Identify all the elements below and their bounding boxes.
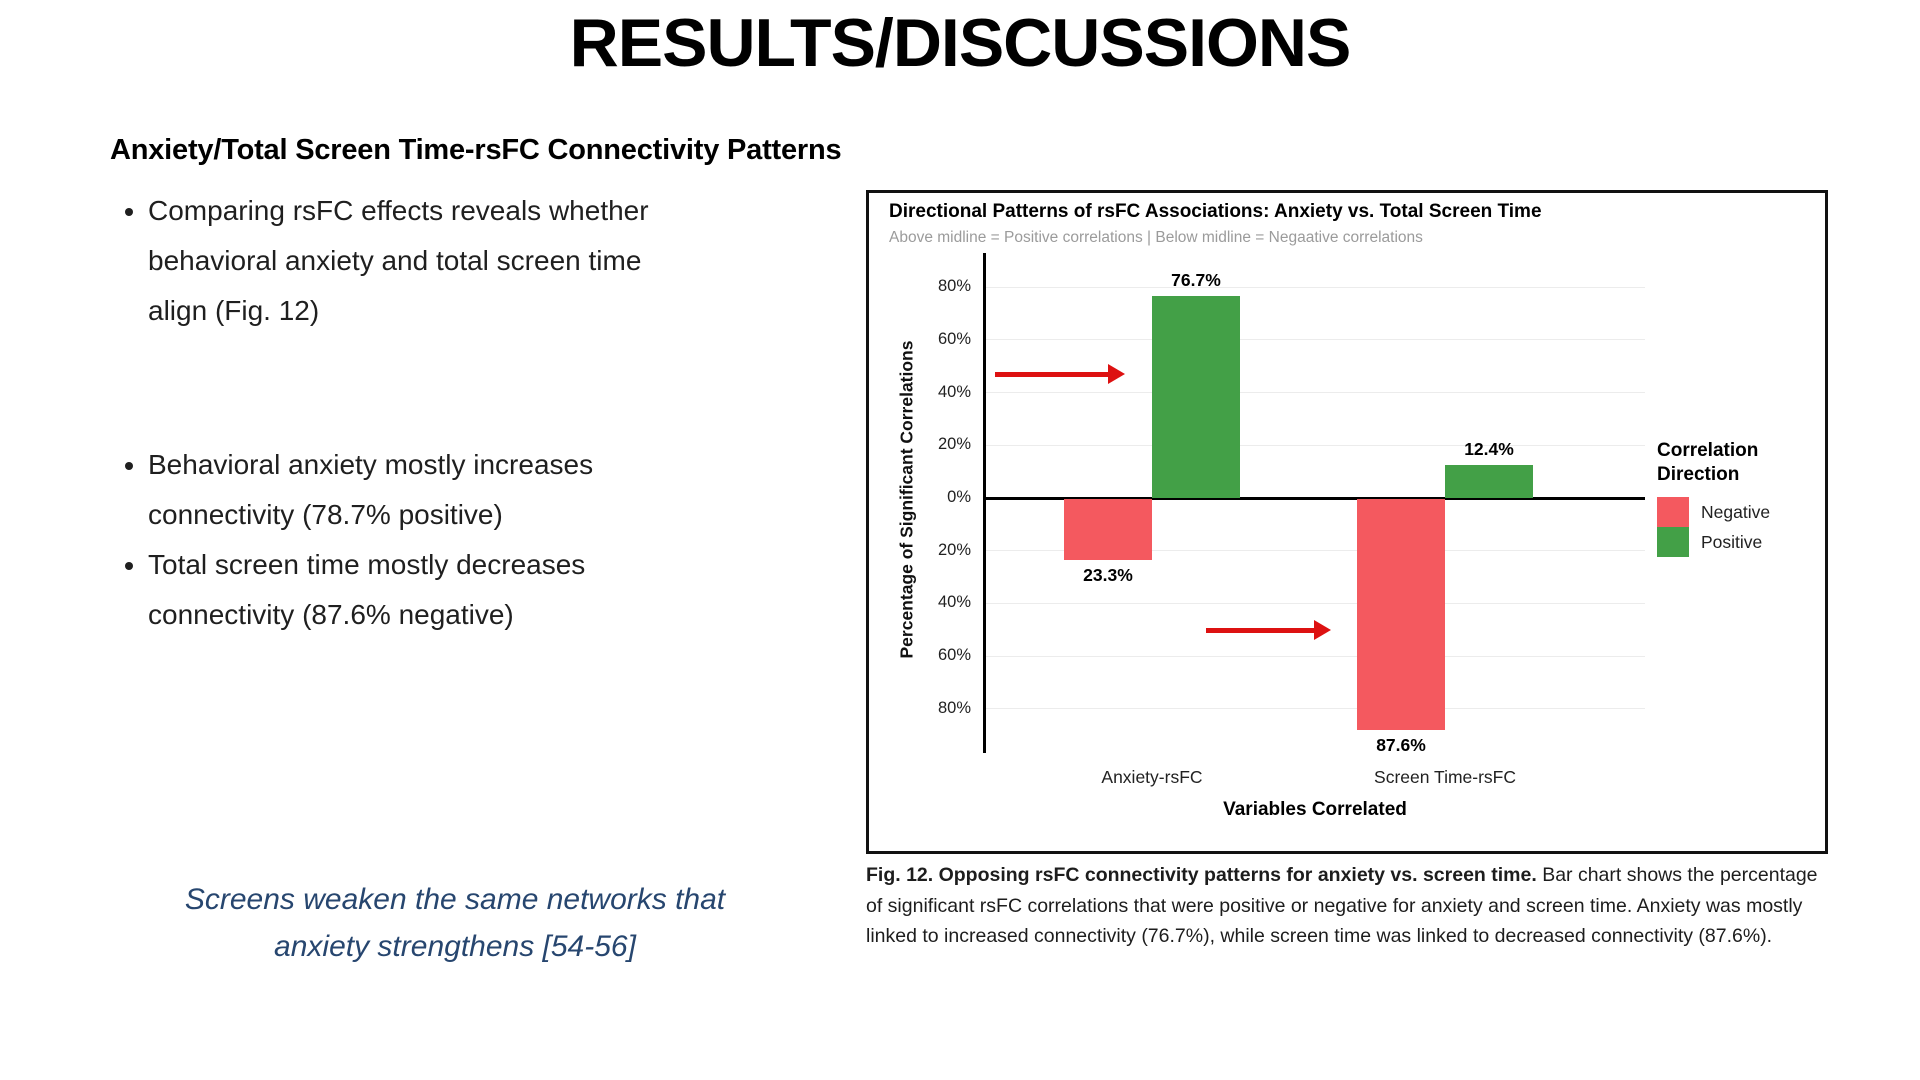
y-tick-80: 80% <box>937 277 971 296</box>
gridline-80 <box>985 708 1645 710</box>
y-tick-neg-80: 80% <box>937 698 971 717</box>
legend-label: Negative <box>1701 501 1771 522</box>
gridline-20 <box>985 444 1645 446</box>
bar-positive-screen-time-rsfc <box>1445 465 1534 498</box>
legend-label: Positive <box>1701 531 1763 552</box>
section-heading: Anxiety/Total Screen Time-rsFC Connectiv… <box>110 134 842 166</box>
y-tick-neg-20: 20% <box>937 540 971 559</box>
zero-midline <box>985 496 1645 500</box>
legend-swatch-negative <box>1657 497 1689 527</box>
legend-swatch-positive <box>1657 527 1689 557</box>
bar-label-positive-anxiety-rsfc: 76.7% <box>1171 269 1221 290</box>
figure-caption: Fig. 12. Opposing rsFC connectivity patt… <box>866 860 1838 952</box>
bullet-item-screen-time: Total screen time mostly decreases conne… <box>148 540 693 640</box>
chart-title: Directional Patterns of rsFC Association… <box>889 201 1542 222</box>
bar-negative-screen-time-rsfc <box>1357 499 1446 730</box>
bar-negative-anxiety-rsfc <box>1063 499 1152 561</box>
legend-title: Correlation Direction <box>1657 440 1759 485</box>
annotation-arrow-1 <box>994 364 1125 385</box>
y-tick-40: 40% <box>937 382 971 401</box>
x-category-anxiety-rsfc: Anxiety-rsFC <box>1101 767 1203 787</box>
arrow-head-icon <box>1314 619 1332 640</box>
slide-title: RESULTS/DISCUSSIONS <box>569 5 1352 81</box>
bar-label-positive-screen-time-rsfc: 12.4% <box>1464 439 1514 460</box>
bar-positive-anxiety-rsfc <box>1151 295 1240 498</box>
gridline-80 <box>985 286 1645 288</box>
y-tick-neg-60: 60% <box>937 646 971 665</box>
arrow-shaft <box>1206 627 1317 633</box>
arrow-head-icon <box>1107 364 1125 385</box>
legend-item-negative: Negative <box>1657 497 1817 527</box>
bullet-item-anxiety: Behavioral anxiety mostly increases conn… <box>148 440 693 540</box>
y-tick-0: 0% <box>947 488 971 506</box>
gridline-60 <box>985 339 1645 341</box>
y-tick-neg-40: 40% <box>937 593 971 612</box>
bullet-list: Comparing rsFC effects reveals whether b… <box>112 186 693 640</box>
plot-area: 80% 60% 40% 20% 0% 20% 40% 60% 80% 23.3% 76.7% Anxi… <box>938 253 1645 787</box>
chart-subtitle: Above midline = Positive correlations | … <box>889 229 1423 246</box>
gridline-20 <box>985 550 1645 552</box>
quote-text: Screens weaken the same networks that an… <box>184 883 726 963</box>
figure-panel: Directional Patterns of rsFC Association… <box>866 190 1828 854</box>
gridline-40 <box>985 392 1645 394</box>
x-category-screen-time-rsfc: Screen Time-rsFC <box>1374 767 1516 787</box>
gridline-60 <box>985 655 1645 657</box>
x-axis-title: Variables Correlated <box>1223 799 1407 820</box>
annotation-arrow-2 <box>1206 619 1332 640</box>
chart-legend: Correlation Direction Negative Positive <box>1657 439 1817 557</box>
y-axis-line <box>983 253 986 753</box>
bar-label-negative-anxiety-rsfc: 23.3% <box>1083 565 1133 586</box>
legend-item-positive: Positive <box>1657 527 1817 557</box>
bullet-item-comparing: Comparing rsFC effects reveals whether b… <box>148 186 693 336</box>
y-tick-20: 20% <box>937 435 971 454</box>
caption-bold: Fig. 12. Opposing rsFC connectivity patt… <box>866 864 1537 886</box>
bar-label-negative-screen-time-rsfc: 87.6% <box>1376 734 1426 755</box>
legend-items: Negative Positive <box>1657 497 1817 557</box>
gridline-40 <box>985 602 1645 604</box>
arrow-shaft <box>994 372 1110 378</box>
y-tick-60: 60% <box>937 329 971 348</box>
caption-rest: Bar chart shows the percentage of signif… <box>866 864 1818 947</box>
